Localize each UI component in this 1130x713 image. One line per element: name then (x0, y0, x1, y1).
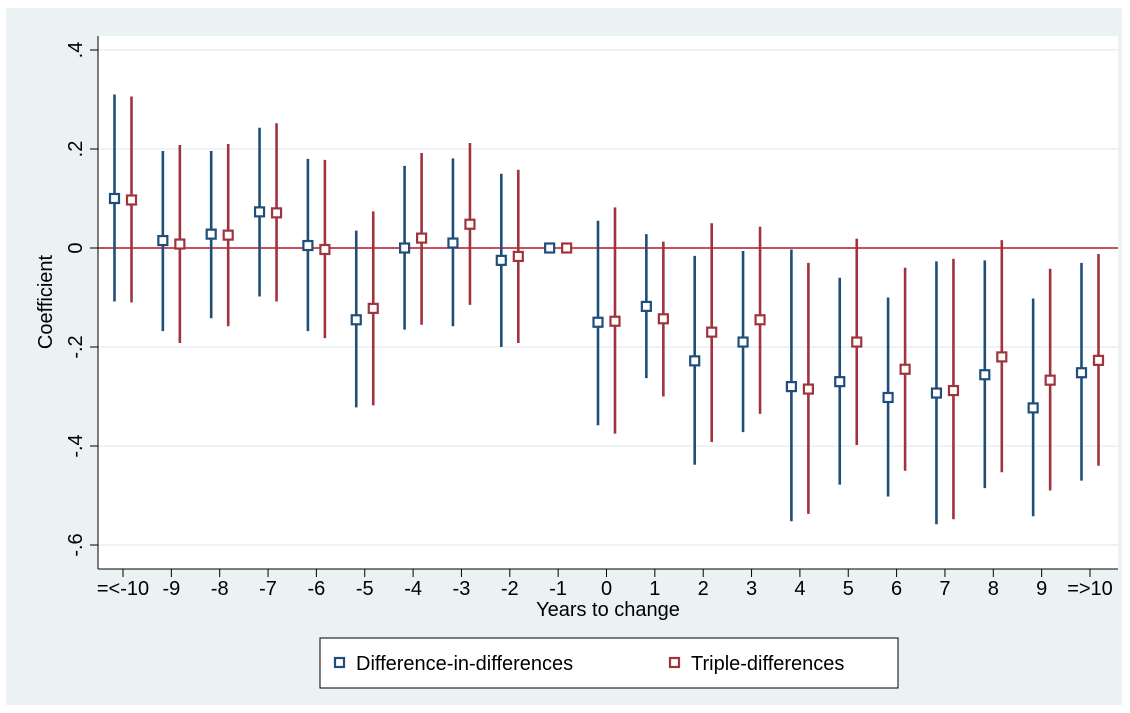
x-tick-label: -3 (453, 578, 471, 600)
legend-box (319, 637, 899, 689)
x-tick-label: -7 (259, 578, 277, 600)
point-marker-difference-in-differences (689, 355, 701, 367)
y-tick-label: 0 (65, 242, 87, 253)
legend-marker-triple-differences (668, 656, 681, 669)
y-tick-label: -.2 (65, 335, 87, 358)
point-marker-difference-in-differences (930, 387, 943, 399)
point-marker-difference-in-differences (253, 206, 266, 218)
point-marker-triple-differences (1092, 354, 1105, 366)
point-marker-difference-in-differences (785, 381, 798, 393)
x-tick-label: 9 (1036, 578, 1047, 600)
point-marker-triple-differences (174, 238, 186, 250)
y-tick-label: -.4 (65, 434, 87, 457)
point-marker-triple-differences (706, 326, 718, 338)
point-marker-triple-differences (367, 302, 379, 314)
point-marker-triple-differences (464, 218, 476, 230)
plot-area (98, 36, 1118, 569)
y-tick-label: .2 (65, 141, 87, 158)
point-marker-difference-in-differences (302, 239, 314, 252)
x-tick-label: =>10 (1067, 578, 1113, 600)
x-tick-label: -1 (549, 578, 567, 600)
point-marker-triple-differences (996, 351, 1008, 363)
point-marker-difference-in-differences (108, 192, 121, 205)
point-marker-triple-differences (1044, 374, 1056, 386)
point-marker-triple-differences (270, 207, 283, 219)
point-marker-triple-differences (416, 232, 428, 244)
y-tick-label: .4 (65, 42, 87, 59)
x-tick-label: -9 (162, 578, 180, 600)
x-tick-label: 2 (698, 578, 709, 600)
point-marker-triple-differences (851, 336, 863, 348)
point-marker-difference-in-differences (1075, 367, 1088, 379)
x-tick-label: 4 (794, 578, 805, 600)
point-marker-triple-differences (222, 229, 234, 241)
point-marker-difference-in-differences (399, 242, 411, 254)
point-marker-difference-in-differences (737, 336, 749, 348)
point-marker-triple-differences (561, 242, 573, 254)
point-marker-triple-differences (609, 315, 621, 327)
point-marker-difference-in-differences (447, 237, 459, 249)
point-marker-difference-in-differences (979, 369, 991, 381)
legend-label-difference-in-differences: Difference-in-differences (356, 653, 573, 675)
x-tick-label: 8 (988, 578, 999, 600)
point-estimates (108, 192, 1105, 414)
x-axis-title: Years to change (536, 599, 680, 621)
point-marker-difference-in-differences (495, 254, 507, 266)
x-tick-label: 1 (649, 578, 660, 600)
point-marker-difference-in-differences (640, 300, 652, 313)
point-marker-triple-differences (657, 313, 669, 325)
x-tick-label: 6 (891, 578, 902, 600)
point-marker-difference-in-differences (544, 242, 556, 254)
legend-marker-difference-in-differences (333, 656, 346, 669)
point-marker-triple-differences (802, 383, 815, 395)
point-marker-triple-differences (899, 363, 911, 375)
point-marker-difference-in-differences (592, 316, 604, 328)
point-marker-triple-differences (512, 250, 524, 263)
point-marker-difference-in-differences (834, 376, 846, 388)
y-axis-title: Coefficient (35, 254, 57, 349)
x-tick-label: -2 (501, 578, 519, 600)
point-marker-difference-in-differences (882, 391, 894, 404)
legend-label-triple-differences: Triple-differences (691, 653, 844, 675)
x-tick-label: 0 (601, 578, 612, 600)
point-marker-difference-in-differences (205, 228, 217, 240)
x-tick-label: -8 (211, 578, 229, 600)
x-tick-label: -5 (356, 578, 374, 600)
x-tick-label: -6 (308, 578, 326, 600)
x-tick-label: 7 (939, 578, 950, 600)
point-marker-triple-differences (947, 384, 960, 397)
legend: Difference-in-differences Triple-differe… (319, 637, 899, 689)
x-tick-label: 5 (843, 578, 854, 600)
x-tick-label: =<-10 (97, 578, 149, 600)
axes: .4 .2 0 -.2 -.4 -.6 =<-10 -9 -8 -7 -6 -5 -4 -3 -2 -1 0 1 2… (65, 36, 1118, 600)
point-marker-triple-differences (125, 194, 138, 206)
point-marker-difference-in-differences (350, 314, 362, 326)
x-tick-label: 3 (746, 578, 757, 600)
point-marker-triple-differences (319, 243, 331, 256)
y-tick-label: -.6 (65, 533, 87, 556)
gridlines (98, 49, 1118, 546)
point-marker-difference-in-differences (157, 234, 169, 247)
point-marker-difference-in-differences (1027, 402, 1039, 414)
point-marker-triple-differences (754, 314, 766, 326)
x-tick-label: -4 (404, 578, 422, 600)
